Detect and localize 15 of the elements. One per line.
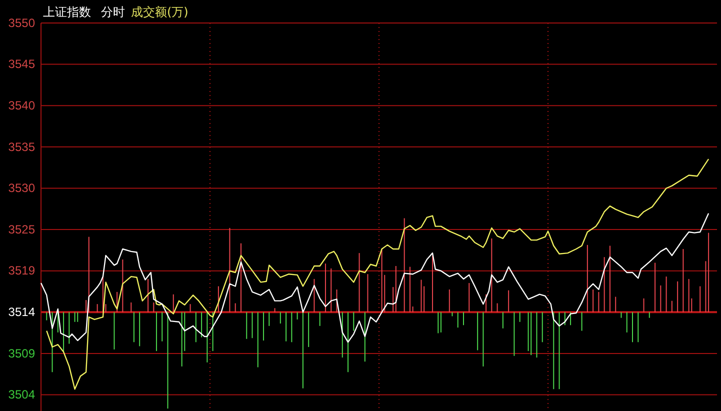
y-tick-label: 3514 <box>8 305 36 320</box>
y-tick-label: 3504 <box>8 388 36 402</box>
y-tick-label: 3550 <box>8 16 36 30</box>
y-tick-label: 3525 <box>8 222 36 236</box>
y-tick-label: 3509 <box>8 346 36 360</box>
chart-title: 上证指数 <box>43 5 91 19</box>
chart-subtitle: 分时 <box>101 5 125 19</box>
y-tick-label: 3530 <box>8 181 36 196</box>
text: 成交额(万) <box>131 5 188 19</box>
line-series <box>46 158 710 390</box>
y-tick-label: 3535 <box>8 140 36 154</box>
y-tick-label: 3545 <box>8 57 36 72</box>
line-series <box>40 212 710 343</box>
y-tick-label: 3540 <box>8 98 36 112</box>
y-tick-label: 3519 <box>8 264 36 278</box>
